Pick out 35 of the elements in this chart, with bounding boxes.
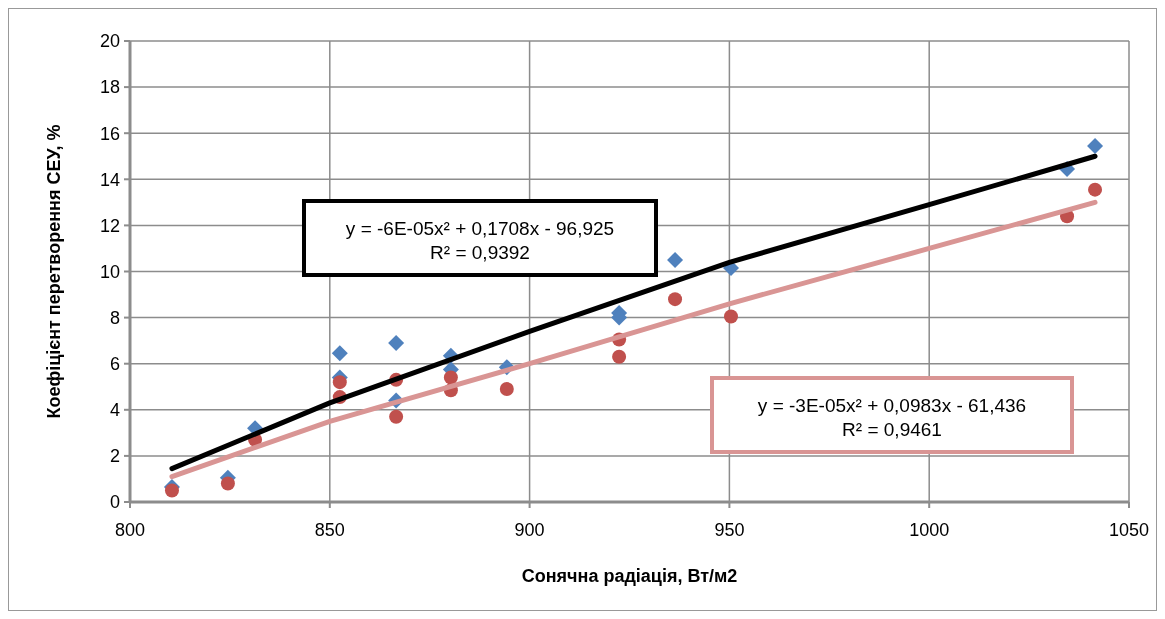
x-axis-title: Сонячна радіація, Вт/м2 bbox=[521, 566, 738, 586]
point bbox=[443, 370, 458, 385]
x-tick-label: 800 bbox=[114, 520, 146, 540]
y-tick-label: 10 bbox=[99, 261, 120, 282]
y-tick-label: 4 bbox=[109, 400, 120, 421]
point bbox=[1088, 182, 1103, 197]
y-tick-label: 2 bbox=[109, 446, 120, 467]
y-tick-label: 12 bbox=[99, 215, 120, 236]
x-tick-label: 1000 bbox=[909, 520, 950, 540]
annotation: y = -3E-05x² + 0,0983x - 61,436 R² = 0,9461 bbox=[757, 395, 1027, 440]
y-tick-label: 6 bbox=[109, 354, 120, 374]
y-tick-label: 18 bbox=[99, 77, 120, 98]
point bbox=[331, 345, 348, 362]
y-tick-label: 20 bbox=[99, 31, 120, 52]
x-tick-label: 850 bbox=[314, 520, 345, 540]
point bbox=[389, 409, 404, 424]
point bbox=[667, 251, 684, 268]
y-tick-label: 8 bbox=[109, 307, 120, 328]
y-tick-label: 0 bbox=[109, 492, 120, 513]
point bbox=[668, 292, 683, 307]
x-tick-label: 950 bbox=[714, 520, 745, 540]
y-axis-title: Коефіцієнт перетворення СЕУ, % bbox=[44, 124, 64, 419]
point bbox=[1087, 137, 1104, 154]
point bbox=[332, 375, 347, 390]
x-tick-label: 900 bbox=[514, 520, 545, 540]
point bbox=[499, 382, 514, 397]
y-tick-label: 16 bbox=[99, 123, 120, 144]
y-tick-label: 14 bbox=[99, 169, 120, 190]
point bbox=[164, 483, 179, 498]
x-tick-label: 1050 bbox=[1108, 520, 1150, 540]
point bbox=[220, 476, 235, 491]
point bbox=[388, 334, 405, 351]
point bbox=[612, 349, 627, 364]
point bbox=[724, 309, 738, 324]
annotation: y = -6E-05x² + 0,1708x - 96,925 R² = 0,9392 bbox=[345, 218, 615, 263]
